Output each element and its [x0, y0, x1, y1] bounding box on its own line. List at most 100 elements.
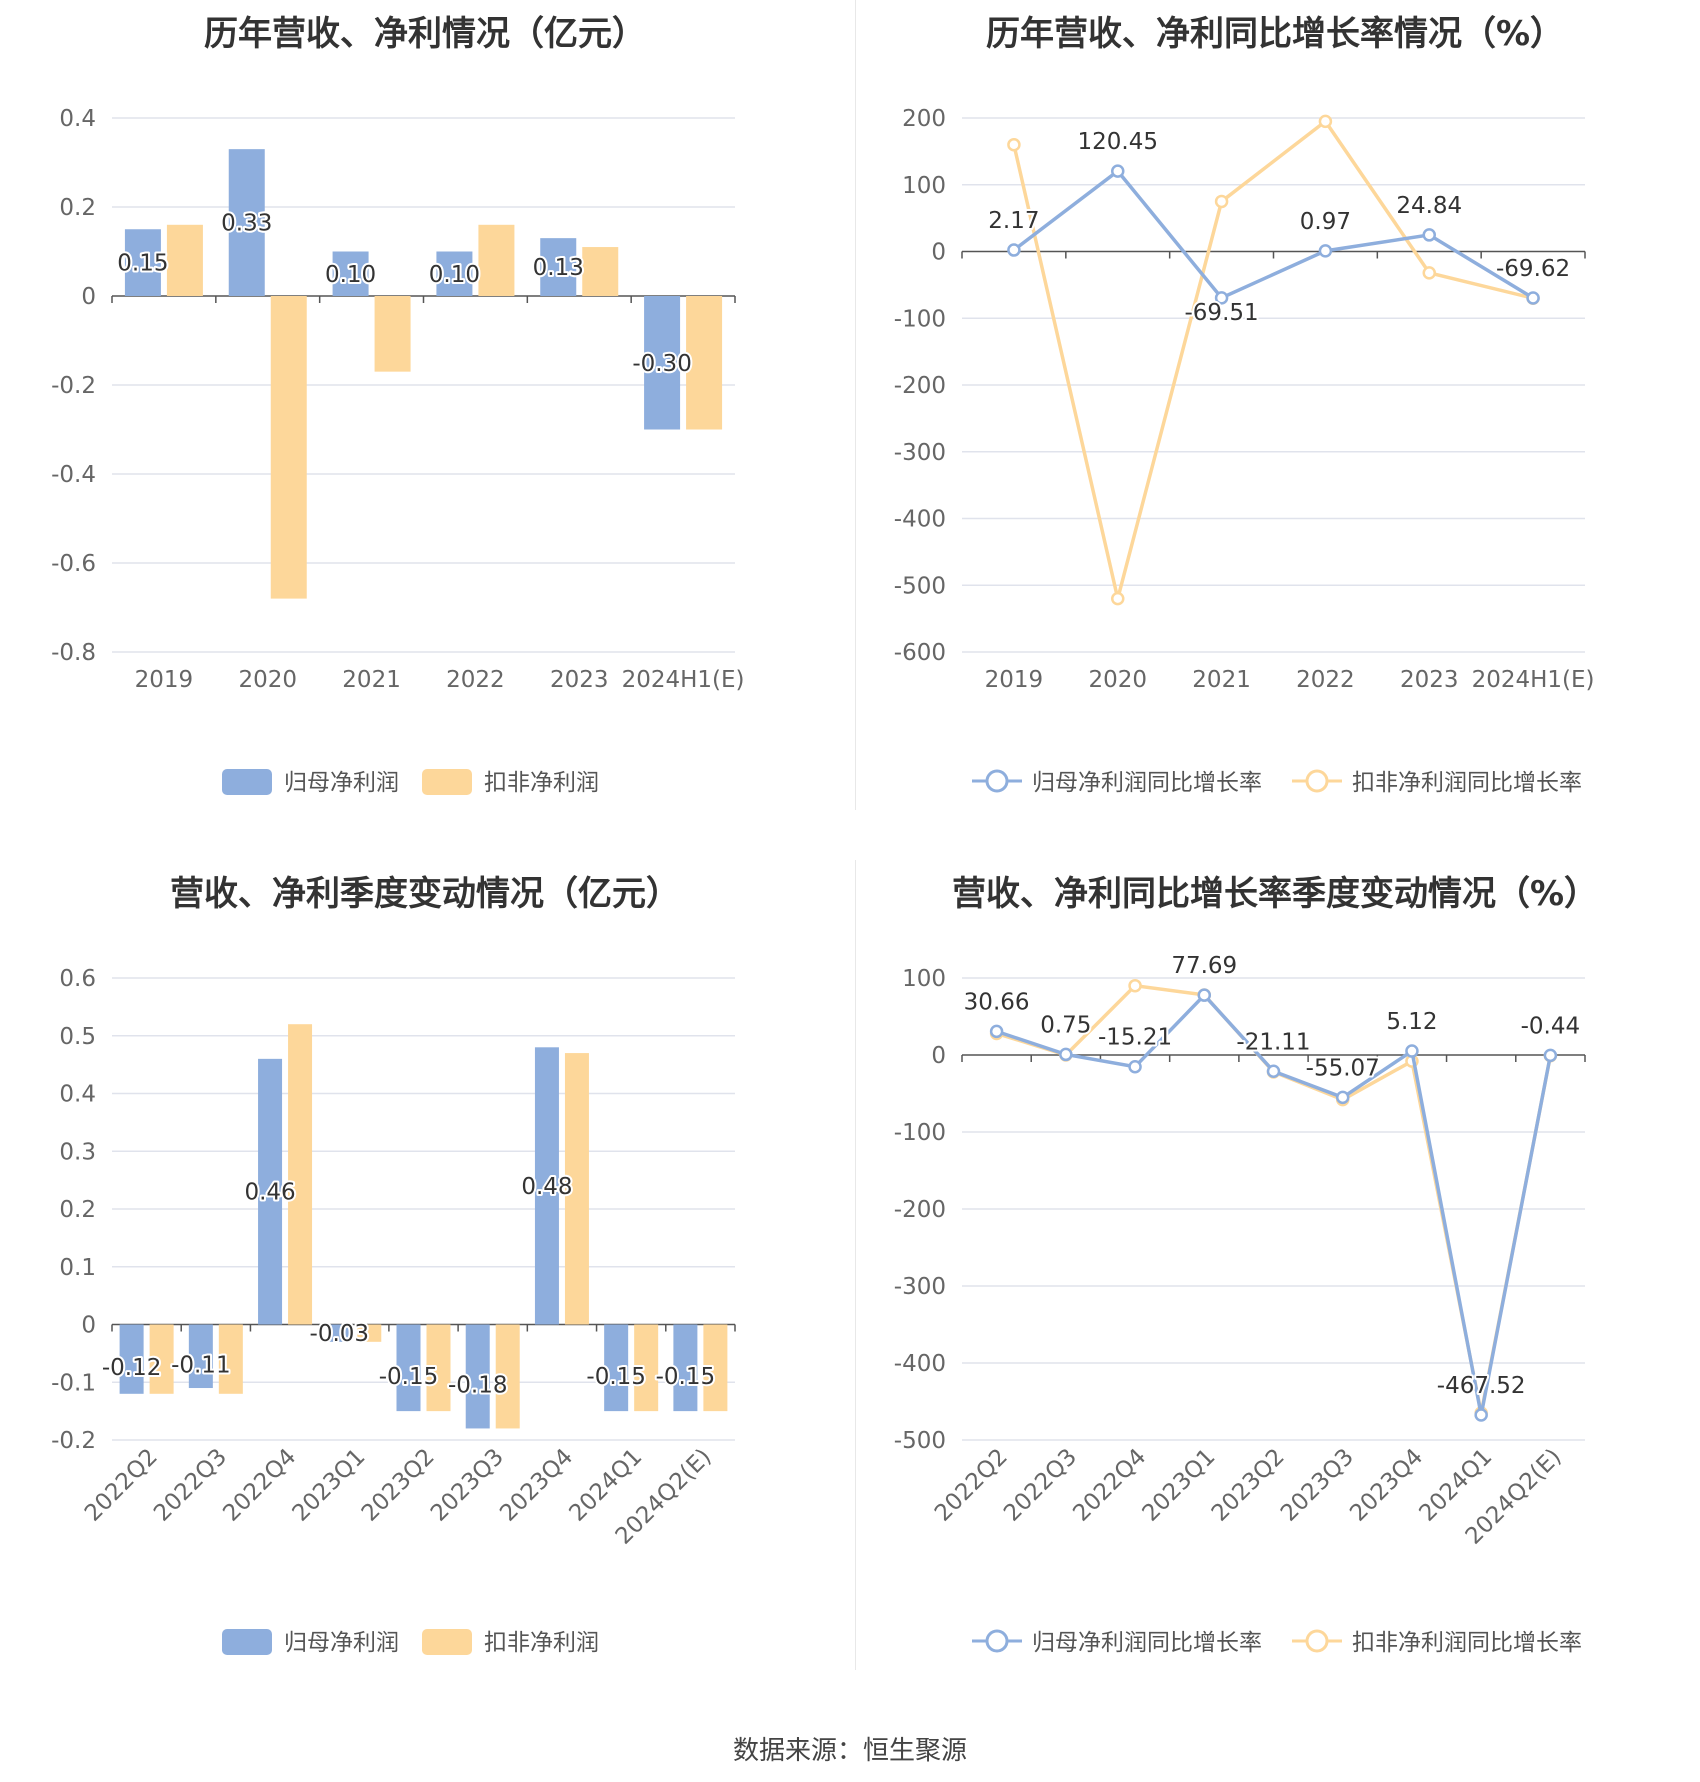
y-tick-label: -200 [894, 1197, 946, 1223]
bar-deducted-profit [374, 296, 411, 372]
y-tick-label: 0.1 [59, 1255, 96, 1281]
x-tick-label: 2024H1(E) [1472, 667, 1595, 693]
y-tick-label: -200 [894, 373, 946, 399]
bar-deducted-profit [495, 1324, 520, 1429]
y-tick-label: 0 [931, 1043, 946, 1069]
y-tick-label: -0.4 [51, 462, 96, 488]
bar-deducted-profit [582, 247, 619, 296]
bar-net-profit [644, 296, 681, 430]
bar-deducted-profit [564, 1053, 589, 1325]
y-tick-label: -500 [894, 1428, 946, 1454]
data-label: -0.12 [102, 1355, 162, 1381]
data-label: 120.45 [1078, 129, 1158, 155]
data-label: -21.11 [1236, 1029, 1310, 1055]
data-label: 30.66 [964, 989, 1030, 1015]
line-net-growth [1012, 168, 1534, 301]
data-label: 0.33 [221, 211, 272, 237]
y-tick-label: -0.8 [51, 640, 96, 666]
data-label: 0.97 [1300, 209, 1351, 235]
x-tick-label: 2020 [238, 667, 297, 693]
point-deducted-growth [1422, 266, 1436, 280]
bar-deducted-profit [270, 296, 307, 599]
bar-net-profit [119, 1324, 144, 1394]
x-tick-label: 2021 [1192, 667, 1251, 693]
data-label: 24.84 [1396, 193, 1462, 219]
y-tick-label: 0 [931, 240, 946, 266]
data-label: -69.51 [1185, 300, 1259, 326]
data-label: -0.03 [310, 1321, 370, 1347]
x-tick-label: 2023Q2 [1207, 1444, 1290, 1527]
y-tick-label: 0 [81, 1313, 96, 1339]
legend-marker [1305, 1629, 1329, 1653]
data-source: 数据来源：恒生聚源 [732, 1736, 967, 1766]
x-tick-label: 2022Q4 [1068, 1444, 1151, 1527]
y-tick-label: 0 [81, 284, 96, 310]
bar-deducted-profit [686, 296, 723, 430]
legend-swatch [222, 769, 272, 795]
chart-title: 营收、净利同比增长率季度变动情况（%） [951, 874, 1599, 914]
y-tick-label: -100 [894, 306, 946, 332]
line-net-growth [996, 992, 1553, 1416]
x-tick-label: 2023Q3 [1276, 1444, 1359, 1527]
x-tick-label: 2019 [985, 667, 1044, 693]
y-tick-label: -500 [894, 573, 946, 599]
vertical-divider [855, 0, 856, 810]
bar-net-profit [258, 1058, 283, 1325]
point-net-growth [1543, 1048, 1558, 1063]
annual-growth-chart: 200 100 0 -100 -200 -300 -400 -500 -600 2019 2020 2… [894, 106, 1595, 796]
bar-deducted-profit [357, 1324, 382, 1342]
x-tick-label: 2021 [342, 667, 401, 693]
data-label: -15.21 [1098, 1025, 1172, 1051]
bar-net-profit [465, 1324, 490, 1429]
vertical-divider [855, 860, 856, 1670]
y-tick-label: 0.2 [59, 195, 96, 221]
y-tick-label: -100 [894, 1120, 946, 1146]
bar-net-profit [188, 1324, 213, 1389]
y-tick-label: -400 [894, 1351, 946, 1377]
legend-label: 归母净利润 [284, 1630, 399, 1656]
data-label: -0.44 [1521, 1013, 1581, 1039]
point-net-growth [1318, 244, 1333, 258]
point-net-growth [989, 1024, 1004, 1039]
bar-deducted-profit [149, 1324, 174, 1394]
bar-net-profit [673, 1324, 698, 1412]
panel-quarterly-profit: 营收、净利季度变动情况（亿元） 0.6 0.5 0.4 0.3 0.2 0.1 0 -0.1-… [0, 860, 850, 1680]
x-tick-label: 2022 [446, 667, 505, 693]
panel-annual-profit: 历年营收、净利情况（亿元） 0.4 0.2 0 -0.2 -0.4 -0.6 -0.8 201… [0, 0, 850, 820]
x-tick-label: 2023Q1 [288, 1444, 371, 1527]
bar-net-profit [332, 251, 369, 296]
point-net-growth [1405, 1044, 1419, 1058]
quarterly-growth-chart: 100 0 -100 -200 -300 -400 -5002022Q22022Q32022… [894, 951, 1586, 1656]
data-label: 0.13 [533, 255, 584, 281]
data-label: 0.10 [325, 262, 376, 288]
legend-marker [1305, 769, 1329, 793]
y-tick-label: -300 [894, 440, 946, 466]
data-label: -467.52 [1437, 1373, 1526, 1399]
data-label: -0.30 [632, 351, 692, 377]
point-net-growth [1111, 164, 1125, 178]
bar-deducted-profit [634, 1324, 659, 1412]
y-tick-label: 0.2 [59, 1197, 96, 1223]
point-deducted-growth [1007, 137, 1021, 152]
x-tick-label: 2023Q2 [357, 1444, 440, 1527]
data-label: -0.15 [656, 1364, 716, 1390]
legend-label: 归母净利润同比增长率 [1032, 1630, 1262, 1656]
y-tick-label: -0.2 [51, 373, 96, 399]
y-tick-label: 0.3 [59, 1139, 96, 1165]
bar-net-profit [604, 1324, 629, 1412]
y-tick-label: -0.2 [51, 1428, 96, 1454]
point-deducted-growth [1111, 591, 1125, 606]
data-label: -0.15 [379, 1364, 439, 1390]
panel-annual-growth: 历年营收、净利同比增长率情况（%） 200 100 0 -100 -200 -300 -40… [850, 0, 1700, 820]
point-net-growth [1214, 291, 1229, 305]
bar-net-profit [534, 1047, 559, 1325]
point-net-growth [1422, 228, 1436, 242]
y-tick-label: 200 [902, 106, 946, 132]
x-tick-label: 2022Q3 [999, 1444, 1082, 1527]
line-deducted-growth [1012, 118, 1534, 600]
data-label: 0.75 [1040, 1012, 1091, 1038]
data-label: -0.15 [586, 1364, 646, 1390]
point-net-growth [1128, 1059, 1142, 1074]
annual-profit-chart: 0.4 0.2 0 -0.2 -0.4 -0.6 -0.8 2019 2020 2021 2022 2… [51, 106, 744, 796]
x-tick-label: 2020 [1088, 667, 1147, 693]
